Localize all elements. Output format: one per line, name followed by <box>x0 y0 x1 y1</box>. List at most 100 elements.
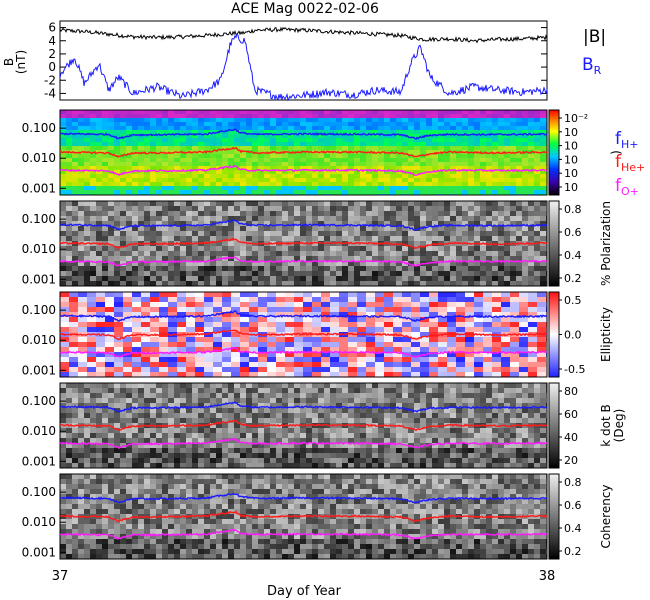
spectrogram-cell <box>108 428 114 433</box>
spectrogram-cell <box>528 413 534 418</box>
spectrogram-cell <box>348 246 354 251</box>
spectrogram-cell <box>159 362 168 367</box>
spectrogram-cell <box>510 281 516 286</box>
spectrogram-cell <box>504 266 510 271</box>
spectrogram-cell <box>150 114 156 118</box>
spectrogram-cell <box>378 393 384 398</box>
spectrogram-cell <box>426 182 432 186</box>
spectrogram-cell <box>372 256 378 261</box>
spectrogram-cell <box>330 383 336 388</box>
spectrogram-cell <box>258 367 267 372</box>
spectrogram-cell <box>96 142 102 146</box>
spectrogram-cell <box>246 186 252 190</box>
spectrogram-cell <box>228 226 234 231</box>
spectrogram-cell <box>420 393 426 398</box>
spectrogram-cell <box>348 281 354 286</box>
spectrogram-cell <box>231 317 240 322</box>
spectrogram-cell <box>216 158 222 162</box>
spectrogram-cell <box>354 186 360 190</box>
spectrogram-cell <box>342 403 348 408</box>
spectrogram-cell <box>180 174 186 178</box>
spectrogram-cell <box>336 241 342 246</box>
spectrogram-cell <box>420 388 426 393</box>
spectrogram-cell <box>246 388 252 393</box>
spectrogram-cell <box>474 281 480 286</box>
spectrogram-cell <box>303 322 312 327</box>
spectrogram-cell <box>456 241 462 246</box>
spectrogram-cell <box>360 226 366 231</box>
spectrogram-cell <box>456 398 462 403</box>
spectrogram-cell <box>126 158 132 162</box>
spectrogram-cell <box>222 393 228 398</box>
spectrogram-cell <box>108 110 114 114</box>
spectrogram-cell <box>96 118 102 122</box>
spectrogram-cell <box>180 190 186 194</box>
spectrogram-cell <box>324 190 330 194</box>
spectrogram-cell <box>258 162 264 166</box>
spectrogram-cell <box>138 423 144 428</box>
spectrogram-cell <box>270 138 276 142</box>
spectrogram-cell <box>195 347 204 352</box>
spectrogram-cell <box>501 367 510 372</box>
spectrogram-cell <box>282 281 288 286</box>
spectrogram-cell <box>444 201 450 206</box>
spectrogram-cell <box>300 114 306 118</box>
spectrogram-cell <box>528 317 537 322</box>
spectrogram-cell <box>198 122 204 126</box>
spectrogram-cell <box>258 182 264 186</box>
spectrogram-cell <box>303 367 312 372</box>
spectrogram-cell <box>150 190 156 194</box>
spectrogram-cell <box>492 367 501 372</box>
spectrogram-cell <box>312 403 318 408</box>
spectrogram-cell <box>312 352 321 357</box>
spectrogram-cell <box>456 342 465 347</box>
spectrogram-cell <box>72 428 78 433</box>
spectrogram-cell <box>414 138 420 142</box>
spectrogram-cell <box>516 186 522 190</box>
spectrogram-cell <box>324 271 330 276</box>
spectrogram-cell <box>486 122 492 126</box>
spectrogram-cell <box>72 154 78 158</box>
spectrogram-cell <box>120 423 126 428</box>
spectrogram-cell <box>177 322 186 327</box>
spectrogram-cell <box>78 134 84 138</box>
spectrogram-cell <box>108 138 114 142</box>
spectrogram-cell <box>114 413 120 418</box>
spectrogram-cell <box>186 134 192 138</box>
spectrogram-cell <box>180 261 186 266</box>
spectrogram-cell <box>276 134 282 138</box>
spectrogram-cell <box>216 162 222 166</box>
spectrogram-cell <box>348 393 354 398</box>
spectrogram-cell <box>150 216 156 221</box>
spectrogram-cell <box>150 342 159 347</box>
spectrogram-cell <box>114 393 120 398</box>
spectrogram-cell <box>84 251 90 256</box>
spectrogram-cell <box>78 162 84 166</box>
spectrogram-cell <box>132 251 138 256</box>
b-y-tick-label: 4 <box>48 34 56 48</box>
spectrogram-cell <box>342 146 348 150</box>
spectrogram-cell <box>330 154 336 158</box>
spectrogram-cell <box>492 261 498 266</box>
spectrogram-cell <box>108 122 114 126</box>
spectrogram-cell <box>375 322 384 327</box>
spectrogram-cell <box>90 170 96 174</box>
spectrogram-cell <box>168 307 177 312</box>
spectrogram-cell <box>342 114 348 118</box>
spectrogram-cell <box>228 261 234 266</box>
spectrogram-cell <box>267 312 276 317</box>
spectrogram-cell <box>408 146 414 150</box>
spectrogram-cell <box>186 393 192 398</box>
spectrogram-cell <box>342 271 348 276</box>
spectrogram-cell <box>90 138 96 142</box>
spectrogram-cell <box>510 312 519 317</box>
spectrogram-cell <box>408 418 414 423</box>
spectrogram-cell <box>96 383 102 388</box>
spectrogram-cell <box>78 322 87 327</box>
spectrogram-cell <box>240 134 246 138</box>
spectrogram-cell <box>393 307 402 312</box>
spectrogram-cell <box>144 256 150 261</box>
spectrogram-cell <box>132 357 141 362</box>
spectrogram-cell <box>126 241 132 246</box>
spectrogram-cell <box>264 134 270 138</box>
